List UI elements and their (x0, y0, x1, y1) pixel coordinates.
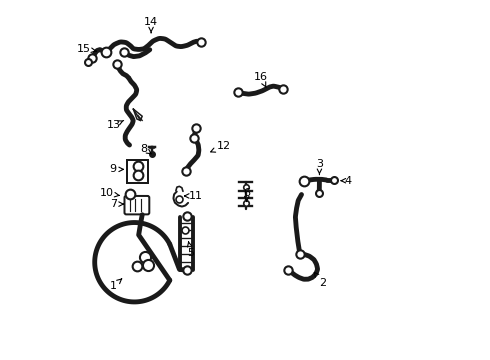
Bar (127, 160, 148, 183)
Text: 9: 9 (110, 165, 123, 174)
Text: 12: 12 (211, 141, 231, 152)
Text: 14: 14 (144, 17, 158, 33)
Text: 7: 7 (110, 199, 123, 209)
Text: 6: 6 (243, 189, 250, 201)
Text: 2: 2 (314, 273, 326, 288)
Text: 11: 11 (185, 191, 202, 201)
Text: 3: 3 (316, 159, 323, 175)
Text: 10: 10 (100, 189, 120, 198)
Text: 13: 13 (107, 120, 123, 130)
Text: 5: 5 (188, 242, 195, 258)
Text: 8: 8 (141, 144, 151, 154)
Text: 15: 15 (77, 44, 97, 54)
Text: 1: 1 (110, 279, 122, 291)
Text: 4: 4 (341, 176, 351, 186)
Text: 16: 16 (254, 72, 268, 87)
